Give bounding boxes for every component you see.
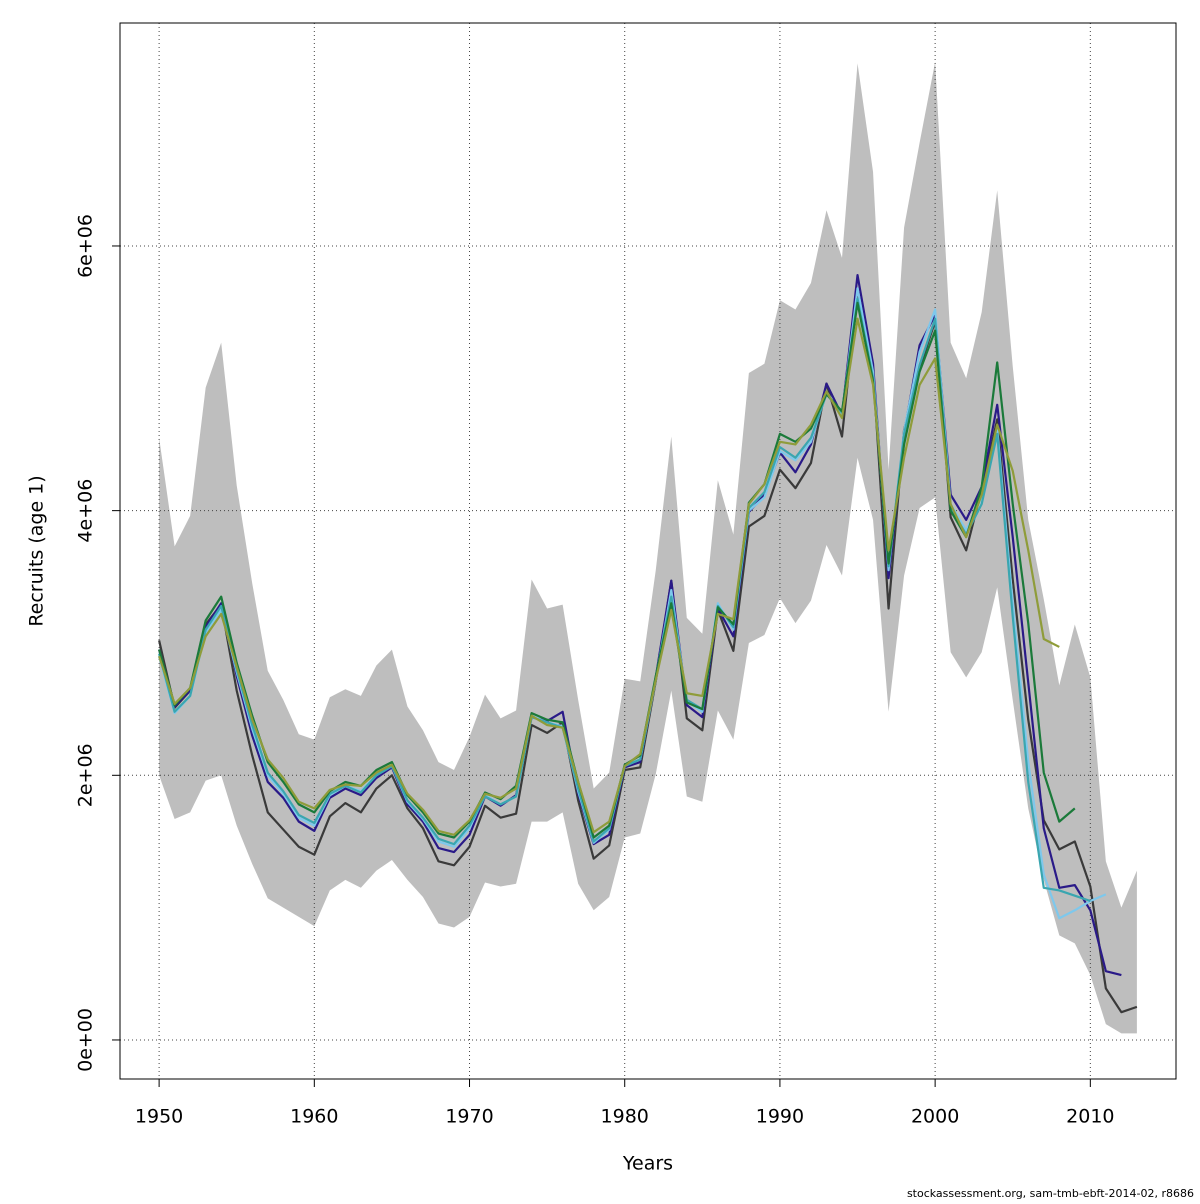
- x-tick-label: 1960: [290, 1106, 338, 1128]
- y-axis-label: Recruits (age 1): [26, 475, 48, 626]
- x-tick-label: 1970: [445, 1106, 493, 1128]
- x-tick-label: 2000: [911, 1106, 959, 1128]
- y-tick-label: 2e+06: [75, 743, 97, 807]
- series-line: [158, 273, 1122, 977]
- x-tick-label: 1990: [756, 1106, 804, 1128]
- y-tick-label: 6e+06: [75, 214, 97, 278]
- confidence-band: [159, 62, 1137, 1034]
- y-tick-label: 0e+00: [75, 1008, 97, 1072]
- x-tick-label: 1980: [601, 1106, 649, 1128]
- x-axis-label: Years: [622, 1153, 673, 1175]
- y-tick-label: 4e+06: [75, 479, 97, 543]
- plot-frame: [119, 22, 1177, 1080]
- series-line: [158, 317, 1060, 836]
- footer: stockassessment.org, sam-tmb-ebft-2014-0…: [907, 1187, 1194, 1200]
- x-tick-label: 1950: [135, 1106, 183, 1128]
- x-tick-label: 2010: [1066, 1106, 1114, 1128]
